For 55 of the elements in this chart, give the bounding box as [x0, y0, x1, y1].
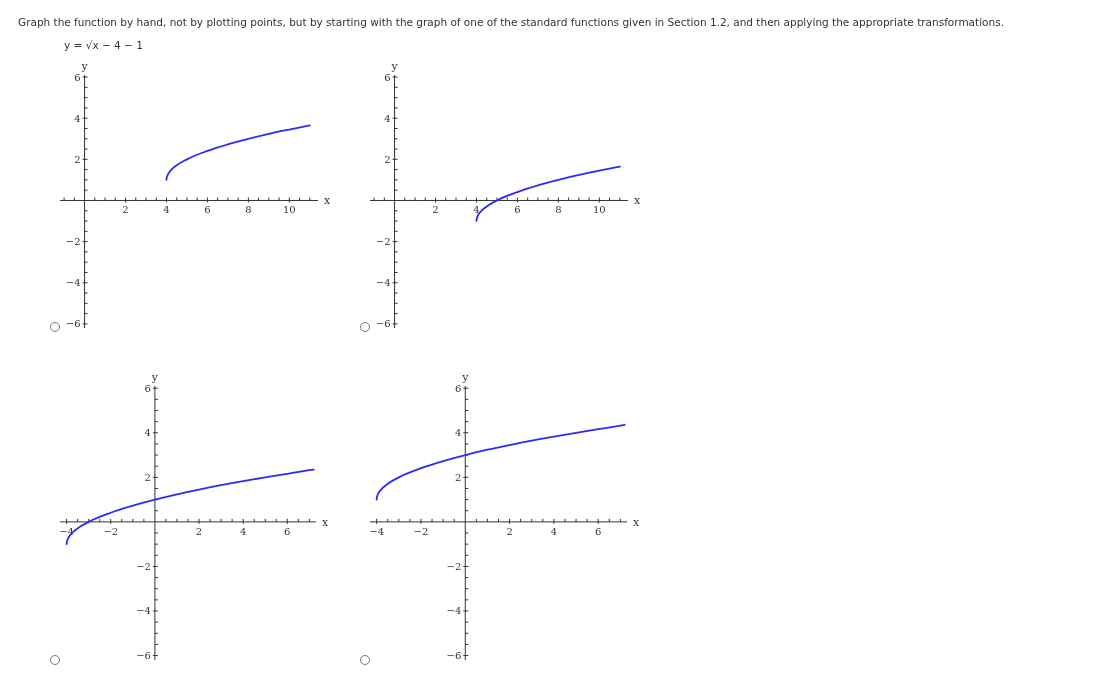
- chart-subtitle: y = √x − 4 − 1: [64, 39, 143, 51]
- y-tick-label: 4: [144, 427, 151, 439]
- x-axis-title: x: [634, 194, 641, 208]
- x-axis-title: x: [322, 515, 329, 529]
- y-tick-label: 2: [74, 153, 81, 165]
- y-tick-label: −2: [136, 560, 151, 572]
- y-tick-label: 2: [144, 471, 151, 483]
- y-axis-title: y: [150, 371, 159, 384]
- x-tick-label: 8: [245, 204, 252, 216]
- y-tick-label: 6: [74, 71, 81, 83]
- y-tick-label: −4: [136, 605, 151, 617]
- y-axis-title: y: [80, 60, 89, 73]
- y-tick-label: −6: [375, 318, 391, 330]
- x-tick-label: 2: [195, 525, 203, 537]
- x-tick-label: 2: [122, 204, 129, 216]
- text: Graph the function by hand, not by plotting points, but by starting with the graph of one of the standard functions given in Section 1.2, and then applying the appropriate transformations.: [18, 16, 1004, 28]
- x-tick-label: 8: [555, 204, 562, 216]
- y-tick-label: −2: [446, 560, 462, 572]
- x-tick-label: −2: [103, 525, 119, 537]
- y-axis-title: y: [461, 371, 470, 384]
- x-tick-label: 6: [514, 204, 521, 216]
- y-tick-label: −4: [446, 605, 462, 617]
- x-tick-label: 6: [204, 204, 211, 216]
- x-tick-label: 4: [550, 525, 558, 537]
- x-tick-label: 6: [595, 525, 602, 537]
- line-series: [475, 165, 621, 222]
- x-tick-label: −2: [413, 525, 429, 537]
- y-tick-label: −4: [375, 277, 391, 289]
- x-tick-label: 4: [473, 204, 480, 216]
- x-tick-label: 10: [592, 204, 606, 216]
- y-tick-label: 4: [454, 427, 462, 439]
- x-tick-label: 2: [432, 204, 439, 216]
- y-tick-label: 2: [454, 471, 462, 483]
- x-tick-label: 6: [284, 525, 291, 537]
- y-tick-label: −6: [136, 650, 151, 662]
- y-tick-label: −2: [65, 236, 81, 248]
- x-tick-label: 4: [163, 204, 170, 216]
- x-axis-title: x: [633, 515, 640, 529]
- y-tick-label: 6: [454, 382, 462, 394]
- y-tick-label: 2: [384, 153, 391, 165]
- x-axis-title: x: [324, 194, 331, 208]
- y-tick-label: 6: [144, 382, 151, 394]
- y-tick-label: −4: [65, 277, 81, 289]
- line-series: [165, 124, 311, 181]
- y-axis-title: y: [390, 60, 399, 73]
- x-tick-label: 4: [239, 525, 247, 537]
- y-tick-label: 4: [384, 112, 391, 124]
- y-tick-label: −2: [375, 236, 391, 248]
- x-tick-label: 10: [282, 204, 296, 216]
- y-tick-label: 4: [74, 112, 81, 124]
- y-tick-label: 6: [384, 71, 391, 83]
- y-tick-label: −6: [65, 318, 81, 330]
- y-tick-label: −6: [446, 650, 462, 662]
- line-series: [375, 424, 626, 501]
- x-tick-label: 2: [506, 525, 513, 537]
